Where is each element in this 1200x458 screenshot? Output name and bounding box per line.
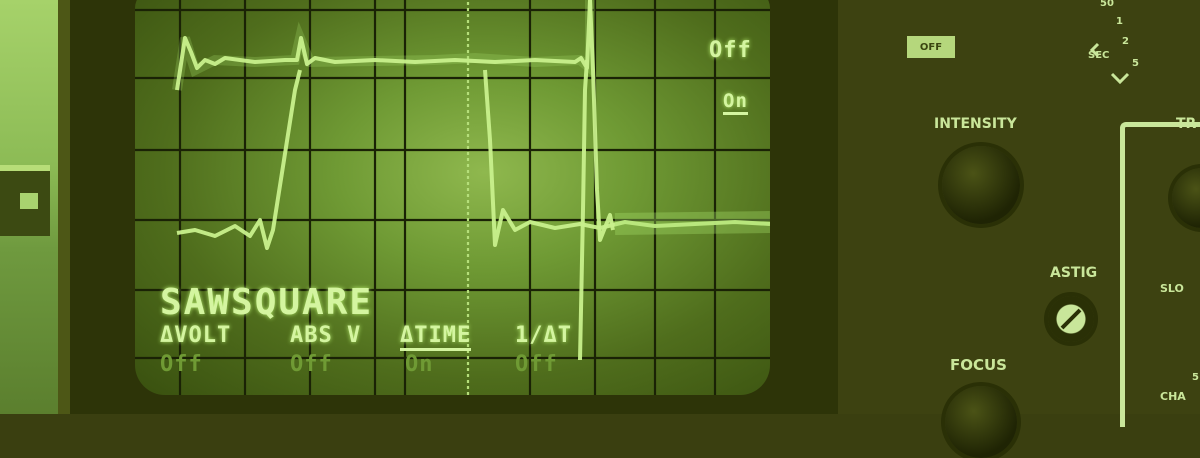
trace-rise <box>578 59 589 361</box>
trigger-label: TR <box>1176 116 1197 132</box>
traces <box>172 0 770 361</box>
cha-value: 5 <box>1192 372 1199 383</box>
graticule <box>135 0 770 395</box>
menu-state-abs-v: Off <box>290 352 333 377</box>
intensity-knob[interactable] <box>942 146 1020 224</box>
menu-label-delta-volt: ΔVOLT <box>160 323 232 348</box>
device-light <box>20 193 38 209</box>
menu-label-abs-v: ABS V <box>290 323 362 348</box>
menu-state-delta-volt: Off <box>160 352 203 377</box>
graticule-lines <box>135 0 770 395</box>
scale-label-50: 50 <box>1100 0 1114 9</box>
menu-label-delta-time: ΔTIME <box>400 323 472 351</box>
menu-label-inverse-time: 1/ΔT <box>515 323 572 348</box>
wall-background <box>0 0 58 414</box>
menu-state-inverse-time: Off <box>515 352 558 377</box>
scale-label-1: 1 <box>1116 16 1123 27</box>
sec-dial-marks <box>1089 42 1130 85</box>
intensity-label: INTENSITY <box>934 116 1017 132</box>
focus-knob[interactable] <box>945 386 1017 458</box>
scale-label-2: 2 <box>1122 36 1129 47</box>
waveform-name: SAWSQUARE <box>160 282 374 323</box>
crt-screen: Off On SAWSQUARE ΔVOLT ABS V ΔTIME 1/ΔT … <box>135 0 770 395</box>
trace-upper <box>175 0 592 91</box>
wall-device <box>0 165 50 236</box>
cha-label: CHA <box>1160 390 1186 403</box>
trigger-section-bracket <box>1120 122 1200 427</box>
screwdriver-slot-icon <box>1060 308 1082 330</box>
control-panel <box>838 0 1200 414</box>
side-label-on: On <box>723 90 748 115</box>
trace-lower <box>176 69 302 250</box>
sec-label: SEC <box>1088 50 1110 61</box>
off-button[interactable]: OFF <box>907 36 955 58</box>
trace-fall-1 <box>483 69 770 247</box>
astig-knob[interactable] <box>1048 296 1094 342</box>
astig-label: ASTIG <box>1050 265 1098 281</box>
side-label-off: Off <box>709 38 752 63</box>
scale-label-5: 5 <box>1132 58 1139 69</box>
focus-label: FOCUS <box>950 356 1007 374</box>
menu-state-delta-time: On <box>405 352 434 377</box>
trace-fall-2 <box>588 0 615 242</box>
bezel-edge <box>58 0 70 414</box>
slope-label: SLO <box>1160 282 1184 295</box>
